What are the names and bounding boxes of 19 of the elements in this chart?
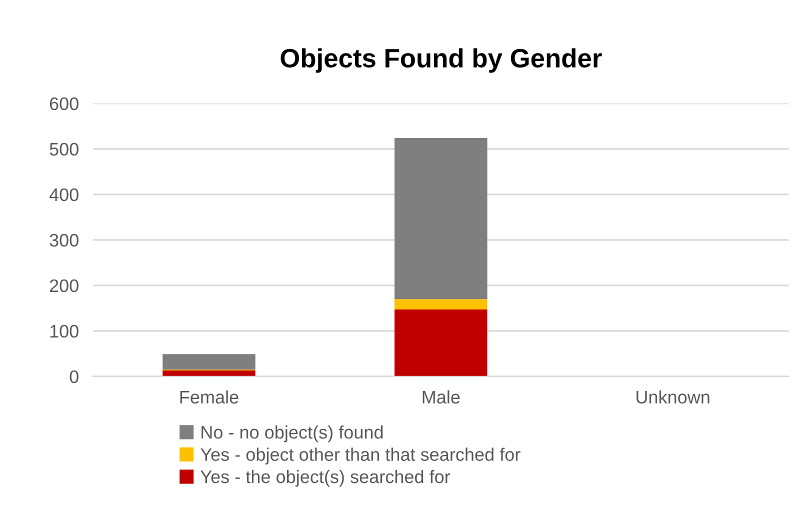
y-tick-label: 200 bbox=[50, 279, 78, 292]
bar bbox=[394, 299, 488, 310]
y-tick-label: 400 bbox=[49, 188, 78, 202]
legend-label: Yes - object other than that searched for bbox=[200, 448, 520, 465]
bar bbox=[162, 370, 256, 376]
y-tick-label: 300 bbox=[50, 234, 78, 247]
y-tick-label: 0 bbox=[70, 370, 78, 384]
legend-label: Yes - the object(s) searched for bbox=[200, 470, 450, 487]
chart-title: Objects Found by Gender bbox=[280, 48, 602, 73]
y-tick-label: 100 bbox=[50, 324, 78, 338]
x-tick-label: Male bbox=[422, 390, 460, 404]
bar bbox=[394, 310, 488, 376]
x-tick-label: Unknown bbox=[636, 390, 710, 404]
bar bbox=[162, 354, 256, 370]
y-tick-label: 500 bbox=[50, 142, 78, 156]
bar bbox=[394, 138, 488, 300]
legend-label: No - no object(s) found bbox=[202, 425, 383, 442]
y-tick-label: 600 bbox=[50, 97, 78, 110]
x-tick-label: Female bbox=[180, 390, 238, 404]
